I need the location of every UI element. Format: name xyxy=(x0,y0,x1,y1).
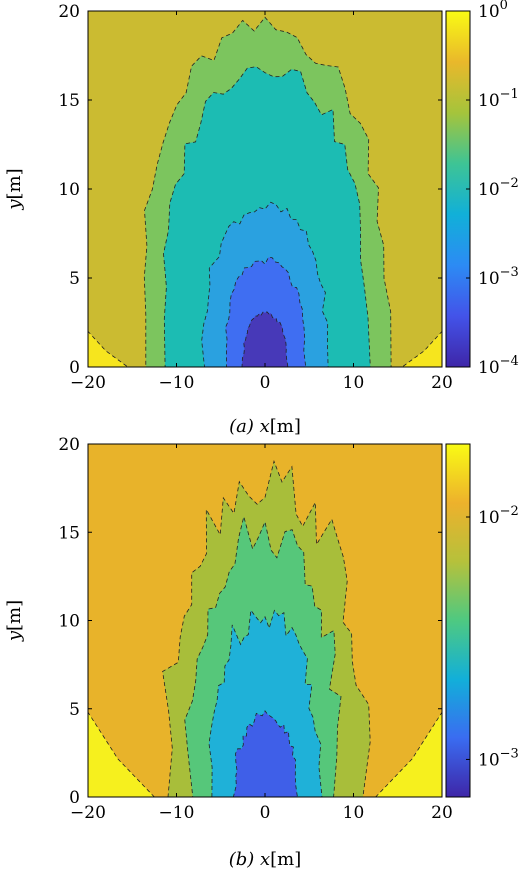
x-tick-label: 20 xyxy=(431,803,453,823)
x-tick-label: −20 xyxy=(70,373,106,393)
x-tick-label: −10 xyxy=(159,803,195,823)
panel-caption: (b) x[m] xyxy=(229,849,302,870)
chart-panel-b: −20 −10 0 10 20 0 5 10 15 20 y[m] 10−2 10−3 (b) x[m] xyxy=(4,435,519,870)
colorbar-tick-label: 10−4 xyxy=(478,354,519,378)
contour-region-level-5 xyxy=(232,710,298,798)
y-tick-label: 5 xyxy=(69,269,80,289)
x-tick-label: 20 xyxy=(431,373,453,393)
chart-panel-a: −20 −10 0 10 20 0 5 10 15 20 y[m] 100 10−1 10−2 10−3 10… xyxy=(4,0,519,437)
colorbar-tick-label: 10−1 xyxy=(478,87,519,111)
y-axis-label: y[m] xyxy=(4,168,25,210)
colorbar-tick-label: 10−2 xyxy=(478,504,519,528)
y-tick-label: 0 xyxy=(69,788,80,808)
x-tick-label: 10 xyxy=(343,373,365,393)
colorbar-tick-label: 10−2 xyxy=(478,176,519,200)
y-tick-label: 10 xyxy=(58,180,80,200)
y-tick-label: 15 xyxy=(58,91,80,111)
x-tick-label: 10 xyxy=(343,803,365,823)
y-tick-label: 20 xyxy=(58,2,80,22)
x-tick-label: −10 xyxy=(159,373,195,393)
x-tick-label: 0 xyxy=(260,373,271,393)
colorbar-tick-label: 100 xyxy=(478,0,508,22)
panel-caption: (a) x[m] xyxy=(229,416,301,437)
y-axis-label: y[m] xyxy=(4,600,25,642)
x-tick-label: 0 xyxy=(260,803,271,823)
colorbar-tick-label: 10−3 xyxy=(478,265,519,289)
y-tick-label: 20 xyxy=(58,435,80,455)
colorbar-tick-label: 10−3 xyxy=(478,746,519,770)
x-tick-label: −20 xyxy=(70,803,106,823)
y-tick-label: 5 xyxy=(69,700,80,720)
y-tick-label: 0 xyxy=(69,358,80,378)
colorbar xyxy=(445,443,471,798)
y-tick-label: 10 xyxy=(58,612,80,632)
y-tick-label: 15 xyxy=(58,523,80,543)
contour-region-level-6 xyxy=(241,311,289,368)
